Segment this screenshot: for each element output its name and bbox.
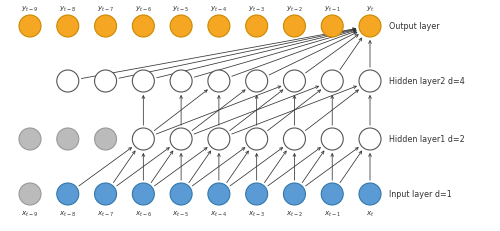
Text: $x_t$: $x_t$	[366, 209, 374, 218]
Ellipse shape	[284, 128, 306, 150]
Ellipse shape	[246, 128, 268, 150]
Ellipse shape	[132, 183, 154, 205]
Text: $y_{t-3}$: $y_{t-3}$	[248, 5, 266, 14]
Ellipse shape	[208, 183, 230, 205]
Ellipse shape	[94, 71, 116, 93]
Ellipse shape	[208, 16, 230, 38]
Text: $x_{t-4}$: $x_{t-4}$	[210, 209, 228, 218]
Text: $y_{t-1}$: $y_{t-1}$	[324, 5, 341, 14]
Ellipse shape	[94, 16, 116, 38]
Ellipse shape	[321, 183, 343, 205]
Text: $x_{t-6}$: $x_{t-6}$	[134, 209, 152, 218]
Text: $x_{t-8}$: $x_{t-8}$	[59, 209, 76, 218]
Ellipse shape	[57, 71, 79, 93]
Text: $y_t$: $y_t$	[366, 5, 374, 14]
Ellipse shape	[19, 16, 41, 38]
Ellipse shape	[170, 128, 192, 150]
Text: $y_{t-6}$: $y_{t-6}$	[134, 5, 152, 14]
Ellipse shape	[284, 71, 306, 93]
Ellipse shape	[321, 71, 343, 93]
Ellipse shape	[170, 183, 192, 205]
Ellipse shape	[284, 183, 306, 205]
Text: $y_{t-7}$: $y_{t-7}$	[97, 5, 114, 14]
Text: $y_{t-5}$: $y_{t-5}$	[172, 5, 190, 14]
Ellipse shape	[359, 71, 381, 93]
Ellipse shape	[170, 71, 192, 93]
Ellipse shape	[246, 71, 268, 93]
Ellipse shape	[170, 16, 192, 38]
Ellipse shape	[57, 183, 79, 205]
Ellipse shape	[132, 71, 154, 93]
Text: $x_{t-2}$: $x_{t-2}$	[286, 209, 303, 218]
Ellipse shape	[246, 16, 268, 38]
Ellipse shape	[57, 128, 79, 150]
Text: $y_{t-4}$: $y_{t-4}$	[210, 5, 228, 14]
Ellipse shape	[321, 16, 343, 38]
Text: Input layer d=1: Input layer d=1	[389, 190, 452, 199]
Ellipse shape	[284, 16, 306, 38]
Ellipse shape	[208, 71, 230, 93]
Ellipse shape	[132, 16, 154, 38]
Ellipse shape	[19, 128, 41, 150]
Ellipse shape	[132, 128, 154, 150]
Text: Hidden layer1 d=2: Hidden layer1 d=2	[389, 135, 465, 144]
Text: $x_{t-7}$: $x_{t-7}$	[97, 209, 114, 218]
Ellipse shape	[208, 128, 230, 150]
Text: Output layer: Output layer	[389, 22, 440, 31]
Text: $y_{t-8}$: $y_{t-8}$	[59, 5, 76, 14]
Ellipse shape	[57, 16, 79, 38]
Text: $x_{t-5}$: $x_{t-5}$	[172, 209, 190, 218]
Text: Hidden layer2 d=4: Hidden layer2 d=4	[389, 77, 465, 86]
Text: $x_{t-1}$: $x_{t-1}$	[324, 209, 341, 218]
Ellipse shape	[321, 128, 343, 150]
Ellipse shape	[19, 183, 41, 205]
Ellipse shape	[359, 128, 381, 150]
Text: $y_{t-9}$: $y_{t-9}$	[21, 5, 39, 14]
Text: $x_{t-3}$: $x_{t-3}$	[248, 209, 266, 218]
Ellipse shape	[94, 128, 116, 150]
Ellipse shape	[94, 183, 116, 205]
Text: $y_{t-2}$: $y_{t-2}$	[286, 5, 303, 14]
Ellipse shape	[359, 16, 381, 38]
Ellipse shape	[246, 183, 268, 205]
Text: $x_{t-9}$: $x_{t-9}$	[21, 209, 39, 218]
Ellipse shape	[359, 183, 381, 205]
